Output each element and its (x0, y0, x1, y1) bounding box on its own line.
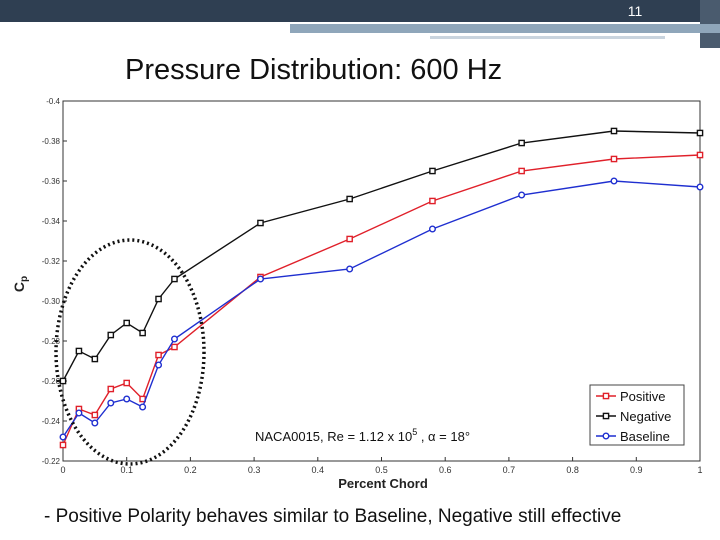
header-accent-line (430, 36, 665, 39)
baseline-data-point (139, 403, 147, 411)
baseline-data-point (610, 177, 618, 185)
positive-data-point (155, 351, 162, 359)
baseline-series-line (62, 180, 701, 438)
negative-data-point (139, 329, 146, 337)
legend-negative-marker (602, 412, 610, 420)
x-tick-label: 0.3 (248, 465, 261, 475)
legend-positive-marker (602, 392, 610, 400)
positive-data-point (518, 167, 525, 175)
y-tick-label: -0.22 (42, 457, 61, 466)
y-tick-label: -0.26 (42, 377, 61, 386)
baseline-data-point (91, 419, 99, 427)
baseline-data-point (428, 225, 436, 233)
cp-line-chart: 0 0.1 0.2 0.3 0.4 0.5 0.6 0.7 0.8 0.9 1 -0.22 -0.24 -… (11, 97, 704, 491)
positive-data-point (429, 197, 436, 205)
negative-data-point (610, 127, 618, 135)
positive-data-point (107, 385, 115, 393)
positive-data-point (346, 235, 353, 243)
highlight-ellipse (54, 238, 206, 466)
negative-series-line (62, 130, 701, 382)
x-tick-label: 0.6 (439, 465, 452, 475)
x-axis-label: Percent Chord (338, 476, 428, 491)
x-tick-label: 0.1 (120, 465, 133, 475)
negative-data-point (518, 139, 525, 147)
slide-caption: - Positive Polarity behaves similar to B… (44, 506, 622, 527)
positive-data-point (696, 151, 704, 159)
negative-data-point (91, 355, 99, 363)
y-axis-label-c: C (11, 282, 27, 292)
y-tick-label: -0.30 (42, 297, 61, 306)
y-tick-label: -0.4 (46, 97, 60, 106)
positive-data-point (123, 379, 130, 387)
chart-annotation: NACA0015, Re = 1.12 x 105 , α = 18° (255, 427, 470, 444)
negative-data-point (171, 275, 178, 283)
header-bar (0, 0, 720, 22)
y-tick-label: -0.32 (42, 257, 61, 266)
x-tick-label: 0.8 (566, 465, 579, 475)
baseline-data-point (346, 265, 354, 273)
legend-baseline-marker (602, 432, 610, 440)
legend-negative-label: Negative (620, 409, 671, 424)
x-tick-label: 0.5 (375, 465, 388, 475)
baseline-data-point (518, 191, 526, 199)
x-tick-label: 0.2 (184, 465, 197, 475)
negative-data-point (696, 129, 704, 137)
baseline-data-point (256, 275, 264, 283)
y-tick-label: -0.34 (42, 217, 61, 226)
baseline-data-point (170, 335, 178, 343)
negative-data-point (107, 331, 115, 339)
negative-data-point (346, 195, 353, 203)
baseline-data-point (696, 183, 704, 191)
y-tick-label: -0.36 (42, 177, 61, 186)
negative-data-point (155, 295, 162, 303)
negative-data-point (123, 319, 130, 327)
baseline-data-point (155, 361, 163, 369)
x-tick-label: 1 (697, 465, 702, 475)
annotation-text: NACA0015, Re = 1.12 x 10 (255, 429, 412, 444)
baseline-data-point (107, 399, 115, 407)
x-tick-label: 0 (60, 465, 65, 475)
annotation-superscript: 5 (412, 427, 417, 437)
annotation-suffix: , α = 18° (417, 429, 470, 444)
negative-data-point (59, 377, 67, 385)
negative-data-point (257, 219, 264, 227)
positive-data-point (171, 343, 178, 351)
y-axis-label-p: p (19, 276, 30, 282)
baseline-data-point (123, 395, 131, 403)
legend-baseline-label: Baseline (620, 429, 670, 444)
baseline-data-point (75, 409, 83, 417)
y-tick-label: -0.38 (42, 137, 61, 146)
slide-title: Pressure Distribution: 600 Hz (125, 54, 503, 86)
negative-data-point (75, 347, 83, 355)
y-tick-label: -0.24 (42, 417, 61, 426)
positive-data-point (610, 155, 618, 163)
slide-number: 11 (627, 3, 643, 19)
negative-data-point (429, 167, 436, 175)
x-tick-label: 0.7 (503, 465, 516, 475)
baseline-data-point (59, 433, 67, 441)
x-tick-label: 0.4 (312, 465, 325, 475)
legend-positive-label: Positive (620, 389, 666, 404)
y-tick-label: -0.28 (42, 337, 61, 346)
positive-data-point (91, 411, 99, 419)
chart-legend: Positive Negative Baseline (589, 384, 685, 446)
positive-data-point (59, 441, 67, 449)
chart-series (59, 127, 704, 449)
header-accent-bar (290, 24, 720, 33)
x-tick-label: 0.9 (630, 465, 643, 475)
y-axis-label: Cp (11, 276, 30, 292)
